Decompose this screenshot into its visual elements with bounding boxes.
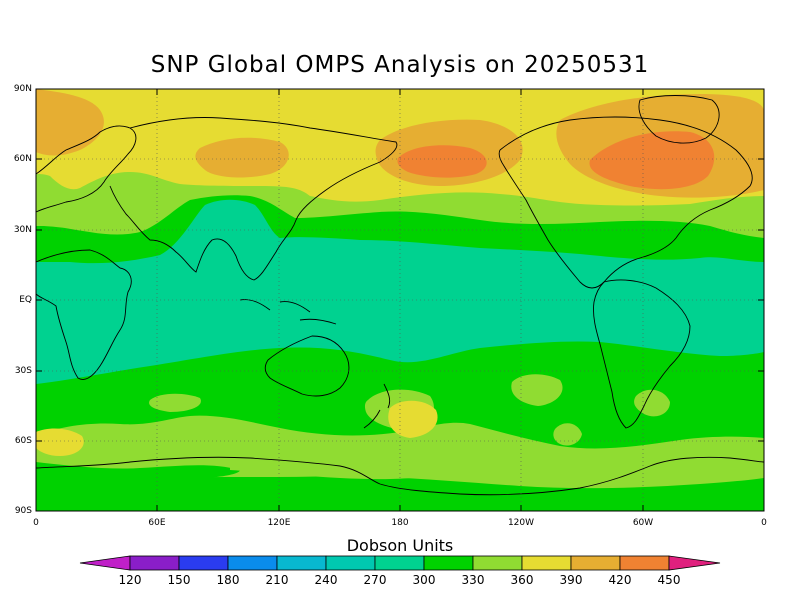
lon-label: 0: [761, 518, 767, 528]
colorbar-label: 300: [412, 573, 436, 587]
colorbar-segment: [472, 555, 523, 571]
colorbar-segment: [374, 555, 425, 571]
coastline-south-america: [593, 279, 691, 429]
band-420-450-pacific: [397, 145, 487, 178]
colorbar-segment: [227, 555, 278, 571]
colorbar-segment: [325, 555, 376, 571]
coastlines: [36, 95, 764, 496]
colorbar-label: 180: [216, 573, 240, 587]
band-390-420-siberia: [195, 137, 289, 178]
colorbar-segment: [423, 555, 474, 571]
colorbar-label: 120: [118, 573, 142, 587]
band-360-390-south: [36, 428, 84, 456]
coastline-greenland: [638, 95, 720, 144]
lat-label: EQ: [19, 295, 32, 305]
lat-label: 30S: [14, 366, 32, 376]
band-330-360-antarctic: [690, 449, 764, 473]
coastline-north-america: [498, 116, 753, 289]
band-330-360-south-islands: [511, 374, 563, 406]
colorbar-label: 270: [363, 573, 387, 587]
band-390-420-europe: [36, 89, 104, 156]
colorbar-segment: [178, 555, 229, 571]
colorbar-low-arrow: [79, 555, 131, 571]
colorbar-label: 390: [559, 573, 583, 587]
map-title: SNP Global OMPS Analysis on 20250531: [150, 52, 650, 78]
colorbar-label: 240: [314, 573, 338, 587]
lat-label: 60S: [14, 436, 32, 446]
colorbar-segment: [570, 555, 621, 571]
colorbar-title: Dobson Units: [346, 536, 454, 555]
colorbar-label: 360: [510, 573, 534, 587]
coastline-asia: [109, 117, 398, 281]
coastline-indonesia: [239, 299, 337, 325]
colorbar-segment: [129, 555, 180, 571]
lon-label: 0: [33, 518, 39, 528]
band-360-390-south: [388, 400, 438, 438]
coastline-australia: [264, 335, 350, 397]
graticule: [36, 89, 764, 511]
lat-label: 60N: [13, 154, 32, 164]
lat-label: 30N: [13, 225, 32, 235]
colorbar-high-arrow: [668, 555, 721, 571]
colorbar-label: 450: [657, 573, 681, 587]
colorbar-label: 330: [461, 573, 485, 587]
map-frame: [35, 88, 765, 512]
band-330-360-antarctic: [230, 455, 440, 480]
coastline-newzealand: [363, 383, 391, 429]
coastline-africa: [36, 249, 132, 380]
colorbar-label: 420: [608, 573, 632, 587]
lat-label: 90N: [13, 84, 32, 94]
colorbar: [79, 555, 721, 571]
colorbar-segment: [619, 555, 670, 571]
coastline-antarctica: [36, 456, 764, 496]
coastline-europe: [36, 125, 137, 213]
ozone-field: [36, 89, 764, 511]
band-330-360-south-islands: [149, 393, 201, 412]
band-300-330-antarctic: [36, 462, 240, 511]
lon-label: 120W: [507, 518, 535, 528]
colorbar-label: 210: [265, 573, 289, 587]
lon-label: 180: [391, 518, 409, 528]
band-330-360-south-islands: [553, 423, 582, 446]
lon-label: 60W: [632, 518, 654, 528]
lat-label: 90S: [14, 506, 32, 516]
colorbar-segment: [521, 555, 572, 571]
lon-label: 60E: [148, 518, 166, 528]
colorbar-segment: [276, 555, 327, 571]
lon-label: 120E: [267, 518, 291, 528]
band-420-450-canada: [589, 131, 715, 190]
colorbar-label: 150: [167, 573, 191, 587]
